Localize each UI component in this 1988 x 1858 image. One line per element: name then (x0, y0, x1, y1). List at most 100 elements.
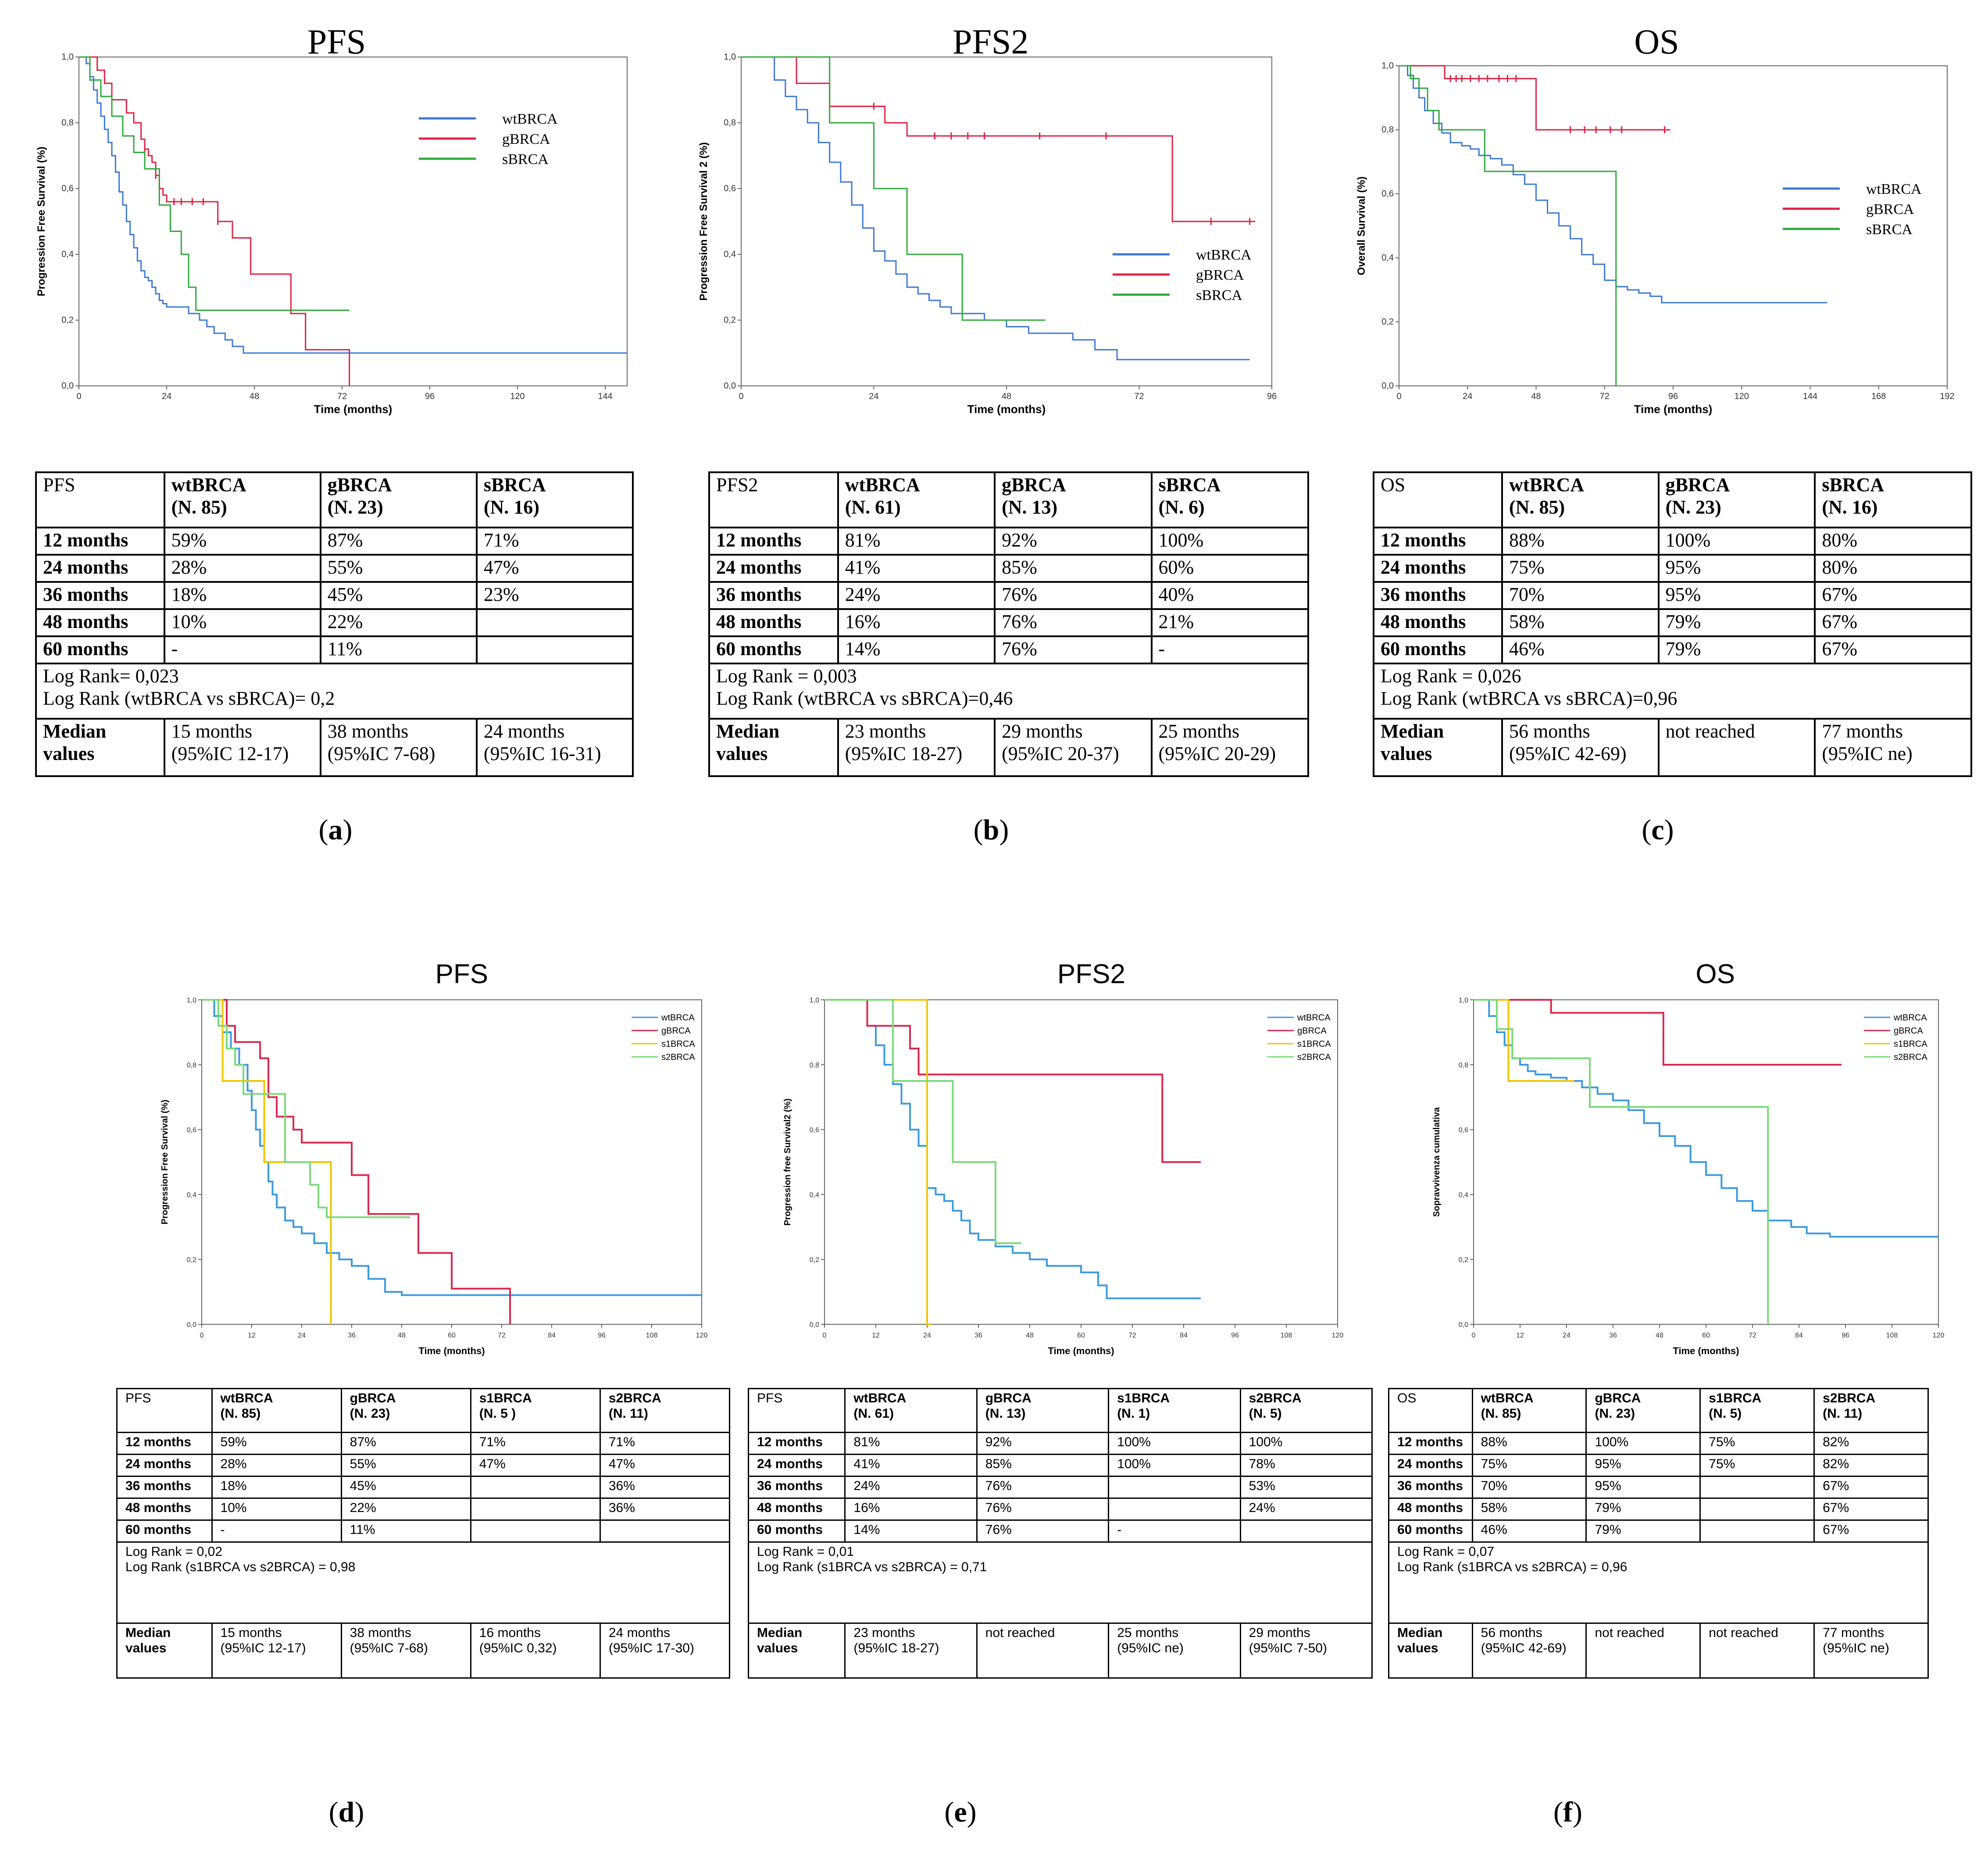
table-row: 24 months 41% 85% 100% 78% (747, 1454, 1373, 1477)
table-header-row: OS wtBRCA (N. 85) gBRCA (N. 23) sBRCA (N. 1… (1372, 471, 1972, 528)
logrank-text: Log Rank = 0,01 Log Rank (s1BRCA vs s2BR… (748, 1541, 1373, 1624)
table-cell: 78% (1239, 1454, 1373, 1477)
table-cell: OS (1388, 1388, 1473, 1433)
logrank-text: Log Rank = 0,02 Log Rank (s1BRCA vs s2BR… (116, 1541, 730, 1624)
x-tick-label: 0 (1396, 392, 1401, 401)
table-cell: 14% (844, 1519, 978, 1543)
table-cell: PFS (747, 1388, 846, 1433)
table-cell: 70% (1501, 581, 1660, 610)
y-tick-label: 0,4 (187, 1191, 196, 1199)
table-row: 24 months 28% 55% 47% 47% (116, 1454, 731, 1477)
table-cell: 55% (319, 554, 478, 583)
table-cell: 47% (470, 1454, 601, 1477)
table-cell: 79% (1657, 608, 1816, 637)
x-axis-label: Time (months) (1048, 1345, 1114, 1356)
legend-label: gBRCA (502, 131, 550, 147)
series-line-wtBRCA (202, 999, 702, 1296)
table-row: 60 months 46% 79% 67% (1388, 1519, 1929, 1543)
table-cell: 60 months (747, 1519, 846, 1543)
plot-frame (824, 999, 1338, 1325)
table-row: 48 months 58% 79% 67% (1388, 1498, 1929, 1521)
y-tick-label: 0,8 (61, 118, 74, 128)
x-tick-label: 12 (872, 1332, 880, 1339)
x-tick-label: 84 (548, 1332, 556, 1339)
table-cell: 36 months (708, 581, 839, 610)
y-tick-label: 0,6 (187, 1127, 196, 1134)
table-row: 36 months 70% 95% 67% (1372, 581, 1972, 610)
x-tick-label: 120 (696, 1332, 708, 1339)
table-cell: 24 months (1388, 1454, 1473, 1477)
x-tick-label: 24 (162, 392, 171, 401)
table-cell: 76% (976, 1498, 1110, 1521)
y-tick-label: 0,0 (810, 1321, 819, 1329)
y-tick-label: 0,0 (187, 1321, 196, 1329)
table-row: 36 months 70% 95% 67% (1388, 1476, 1929, 1499)
x-axis-label: Time (months) (418, 1345, 485, 1356)
table-row: 12 months 81% 92% 100% (708, 527, 1310, 556)
table-cell: 76% (994, 608, 1153, 637)
x-axis-label: Time (months) (314, 403, 393, 416)
table-cell: not reached (1699, 1623, 1815, 1679)
chart-title: OS (1695, 959, 1735, 989)
legend-label: s1BRCA (1894, 1039, 1927, 1049)
x-tick-label: 72 (498, 1332, 506, 1339)
table-row: 60 months -11% (116, 1519, 731, 1543)
table-cell: 36 months (116, 1476, 213, 1499)
table-cell: Median values (747, 1623, 846, 1679)
x-tick-label: 96 (425, 392, 435, 401)
table-row: 60 months -11% (35, 635, 634, 664)
results-table-f: OS wtBRCA (N. 85) gBRCA (N. 23) s1BRCA (N. … (1388, 1388, 1929, 1679)
table-cell: 76% (994, 581, 1153, 610)
table-cell: 25 months (95%IC 20-29) (1150, 718, 1310, 777)
x-tick-label: 72 (337, 392, 347, 401)
table-cell: 88% (1471, 1432, 1587, 1455)
table-cell: 24 months (35, 554, 165, 583)
table-cell: wtBRCA (N. 61) (844, 1388, 978, 1433)
chart-title: OS (1634, 23, 1679, 61)
table-cell (1699, 1519, 1815, 1543)
x-tick-label: 108 (1281, 1332, 1292, 1339)
table-cell: 100% (1108, 1454, 1241, 1477)
table-cell: 87% (319, 527, 478, 556)
table-cell: PFS (116, 1388, 213, 1433)
table-cell: 67% (1813, 1498, 1929, 1521)
y-tick-label: 0,8 (1381, 125, 1394, 135)
panel-label-e: (e) (944, 1796, 977, 1828)
table-row: 36 months 18% 45% 36% (116, 1476, 731, 1499)
table-cell: 75% (1501, 554, 1660, 583)
table-header-row: PFS wtBRCA (N. 85) gBRCA (N. 23) s1BRCA (N.… (116, 1388, 731, 1433)
table-cell: gBRCA (N. 23) (319, 471, 478, 528)
table-cell: 100% (1239, 1432, 1373, 1455)
x-tick-label: 36 (348, 1332, 356, 1339)
table-cell: gBRCA (N. 13) (994, 471, 1153, 528)
table-cell (1699, 1498, 1815, 1521)
table-cell: 24% (844, 1476, 978, 1499)
table-cell: wtBRCA (N. 61) (837, 471, 996, 528)
x-tick-label: 0 (200, 1332, 204, 1339)
chart-title: PFS2 (953, 23, 1028, 61)
table-cell: 77 months (95%IC ne) (1813, 1623, 1929, 1679)
table-cell: 59% (163, 527, 321, 556)
table-cell: wtBRCA (N. 85) (163, 471, 321, 528)
table-cell: 12 months (708, 527, 839, 556)
x-axis-label: Time (months) (1673, 1345, 1739, 1356)
table-cell: 81% (844, 1432, 978, 1455)
y-tick-label: 0,0 (61, 381, 74, 391)
table-row: 60 months 14% 76% - (747, 1519, 1373, 1543)
table-cell: 82% (1813, 1432, 1929, 1455)
results-table-e: PFS wtBRCA (N. 61) gBRCA (N. 13) s1BRCA (N.… (747, 1388, 1373, 1679)
x-tick-label: 72 (1128, 1332, 1136, 1339)
table-cell: 71% (470, 1432, 601, 1455)
chart-title: PFS2 (1057, 959, 1125, 989)
km-chart-b: 0 24 48 72 96 0,0 0,2 0,4 0,6 0,8 1,0 Time (months)… (698, 23, 1277, 416)
y-axis-label: Progression free Survival2 (%) (783, 1098, 792, 1226)
table-cell: - (1108, 1519, 1241, 1543)
table-cell: 79% (1585, 1519, 1701, 1543)
table-cell: 58% (1501, 608, 1660, 637)
y-tick-label: 1,0 (187, 997, 196, 1004)
x-tick-label: 0 (1472, 1332, 1476, 1339)
legend-label: sBRCA (1866, 221, 1913, 238)
table-cell: 87% (340, 1432, 471, 1455)
series-line-gBRCA (824, 999, 1201, 1163)
